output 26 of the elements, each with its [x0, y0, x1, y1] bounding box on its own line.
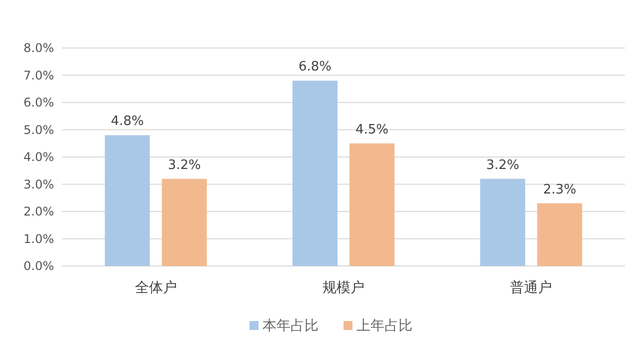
y-tick-label: 4.0% [24, 150, 54, 164]
x-tick-label: 普通户 [510, 279, 552, 296]
bar [104, 135, 150, 266]
y-tick-label: 5.0% [24, 122, 54, 137]
x-tick-label: 规模户 [322, 280, 364, 296]
bar [162, 178, 207, 266]
legend-label: 本年占比 [262, 318, 318, 334]
bar [292, 80, 338, 266]
y-tick-label: 7.0% [24, 68, 54, 82]
y-tick-label: 1.0% [24, 232, 54, 246]
data-label: 4.5% [355, 122, 389, 138]
data-label: 2.3% [543, 182, 576, 198]
data-label: 6.8% [298, 60, 332, 75]
bar [537, 203, 582, 266]
data-label: 3.2% [486, 158, 520, 173]
data-label: 3.2% [168, 158, 201, 173]
legend-label: 上年占比 [356, 318, 412, 334]
bar [480, 178, 526, 266]
y-tick-label: 3.0% [24, 177, 54, 192]
y-tick-label: 8.0% [24, 41, 54, 55]
bar [350, 143, 394, 266]
y-tick-label: 6.0% [24, 96, 54, 110]
x-tick-label: 全体户 [134, 280, 177, 296]
data-label: 4.8% [110, 114, 144, 130]
y-tick-label: 2.0% [24, 204, 54, 218]
y-tick-label: 0.0% [24, 259, 54, 273]
